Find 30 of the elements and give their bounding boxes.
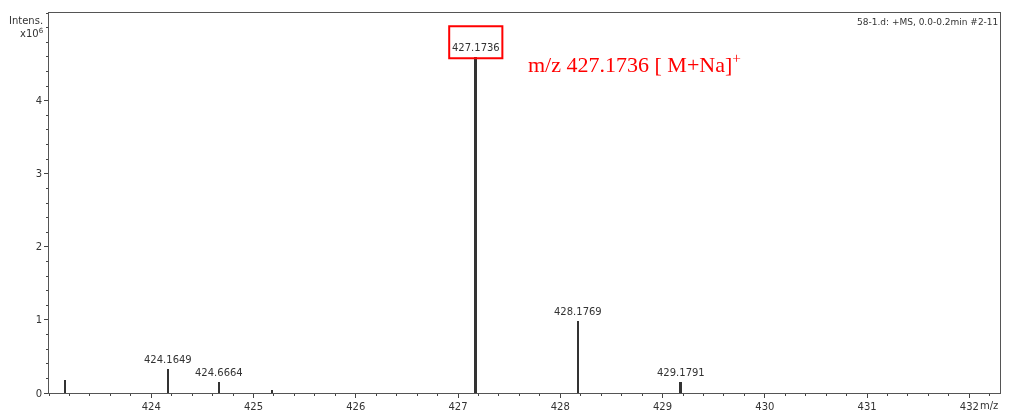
bar [474,57,477,393]
annotation: m/z 427.1736 [ M+Na]$^{+}$ [528,49,741,78]
annotation: 429.1791 [657,367,705,378]
bar [218,382,220,393]
x-tick-label: 428 [550,401,570,410]
bar [271,390,273,393]
annotation: 424.1649 [144,354,192,365]
x-tick-label: 431 [857,401,877,410]
bar [679,382,682,393]
y-tick-label: 2 [35,241,42,253]
x-axis-title: m/z [980,400,999,410]
annotation: 58-1.d: +MS, 0.0-0.2min #2-11 [857,17,999,27]
x-tick-label: 427 [448,401,468,410]
x-tick-label: 424 [141,401,161,410]
y-axis-title: Intens. x10$^{6}$ [9,15,44,39]
x-tick-label: 432 [959,401,979,410]
bar [577,321,579,393]
y-tick-label: 0 [35,387,42,399]
y-tick-label: 3 [35,168,42,180]
bar [167,369,169,393]
y-tick-label: 4 [35,95,42,107]
x-tick-label: 425 [243,401,264,410]
annotation: 428.1769 [554,306,602,317]
annotation: 427.1736 [452,42,500,53]
y-tick-label: 1 [35,314,42,326]
x-tick-label: 429 [653,401,673,410]
bar [64,380,66,393]
x-tick-label: 430 [755,401,775,410]
x-tick-label: 426 [346,401,366,410]
annotation: 424.6664 [195,367,243,378]
